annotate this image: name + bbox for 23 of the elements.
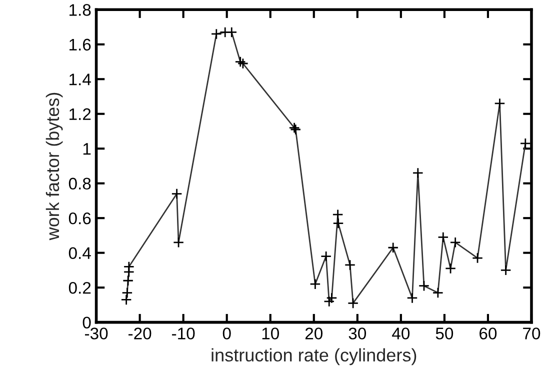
y-tick-label: 1.8 [70,4,91,16]
y-tick-label: 1.2 [70,108,91,120]
x-tick-label: 50 [436,328,454,340]
y-tick-label: 0.4 [68,247,91,260]
x-tick-label: -30 [84,328,108,340]
x-tick-label: 40 [392,328,410,340]
y-tick-label: 1.6 [70,38,91,51]
y-tick-label: 1 [83,143,91,155]
y-tick-label: 0 [82,316,91,329]
y-tick-label: 1.4 [70,74,91,86]
x-tick-label: -20 [128,328,152,340]
x-tick-label: 10 [262,328,279,340]
x-tick-label: 20 [305,328,323,340]
y-tick-label: 0.8 [68,178,91,190]
x-tick-label: 0 [222,328,231,340]
x-tick-label: 30 [348,328,366,340]
x-tick-label: -10 [172,328,195,340]
x-tick-label: 60 [480,328,497,340]
y-tick-label: 0.6 [68,212,91,224]
y-tick-label: 0.2 [68,282,91,294]
y-axis-title: work factor (bytes) [46,92,63,240]
x-tick-label: 70 [523,328,540,340]
x-axis-title: instruction rate (cylinders) [212,348,416,366]
